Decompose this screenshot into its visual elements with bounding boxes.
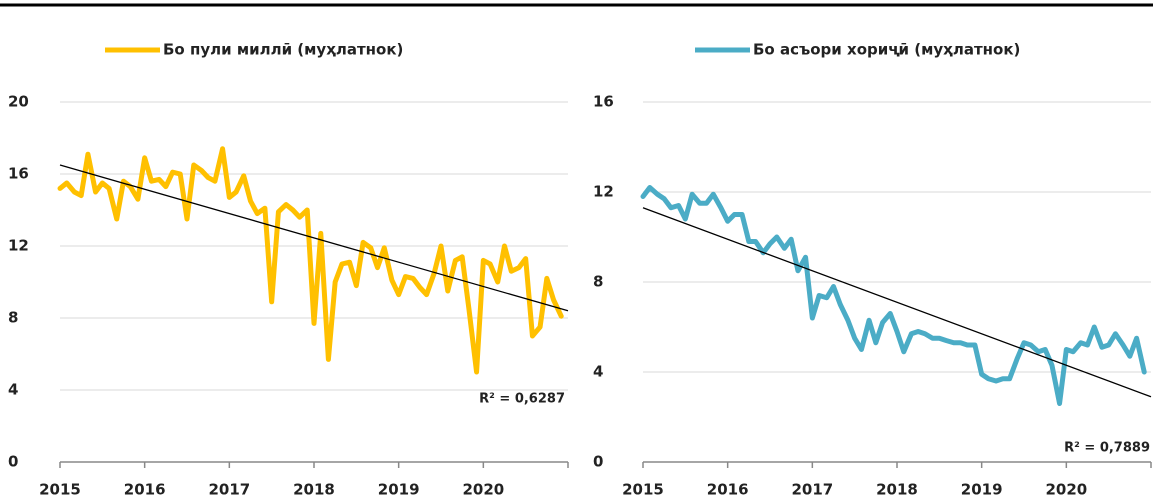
annotation: R² = 0,6287 (479, 392, 565, 407)
legend-label: Бо асъори хориҷӣ (муҳлатнок) (753, 41, 1020, 59)
x-tick-label: 2018 (876, 481, 918, 499)
y-tick-label: 8 (8, 309, 18, 327)
x-tick-label: 2018 (293, 481, 335, 499)
x-tick-label: 2020 (462, 481, 504, 499)
legend-label: Бо пули миллӣ (муҳлатнок) (163, 41, 403, 59)
y-tick-label: 12 (593, 183, 614, 201)
y-tick-label: 20 (8, 93, 29, 111)
trend-line (59, 164, 569, 312)
data-line (640, 185, 1147, 406)
x-tick-label: 2017 (208, 481, 250, 499)
y-tick-label: 8 (593, 273, 603, 291)
y-tick-label: 16 (593, 93, 614, 111)
data-line (57, 146, 564, 375)
y-tick-label: 0 (8, 453, 18, 471)
y-tick-label: 4 (593, 363, 603, 381)
x-tick-label: 2016 (707, 481, 749, 499)
x-tick-label: 2017 (791, 481, 833, 499)
x-tick-label: 2019 (961, 481, 1003, 499)
y-tick-label: 4 (8, 381, 18, 399)
x-tick-label: 2015 (622, 481, 664, 499)
y-tick-label: 12 (8, 237, 29, 255)
x-tick-label: 2020 (1045, 481, 1087, 499)
x-tick-label: 2016 (124, 481, 166, 499)
x-tick-label: 2015 (39, 481, 81, 499)
y-tick-label: 0 (593, 453, 603, 471)
x-tick-label: 2019 (378, 481, 420, 499)
annotation: R² = 0,7889 (1064, 441, 1150, 456)
trend-line (642, 207, 1152, 398)
y-tick-label: 16 (8, 165, 29, 183)
